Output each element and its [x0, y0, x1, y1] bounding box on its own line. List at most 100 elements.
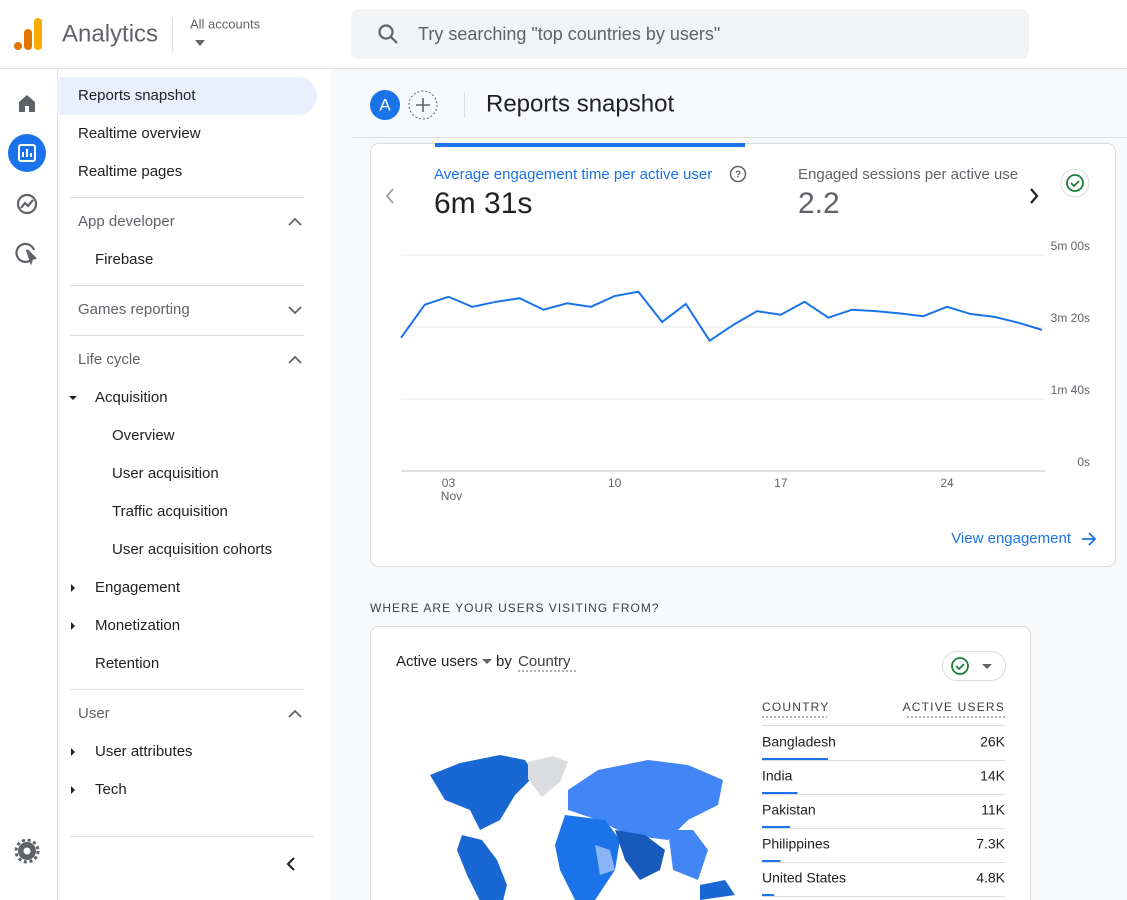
dimension-selector[interactable]: Country: [518, 653, 571, 670]
by-label: by: [496, 653, 512, 670]
nav-item[interactable]: Engagement: [95, 579, 181, 596]
line-series: [400, 290, 1043, 343]
nav-item[interactable]: Realtime overview: [78, 125, 201, 142]
x-tick-month: Nov: [441, 489, 462, 503]
active-users: 7.3K: [976, 836, 1005, 852]
dropdown-icon[interactable]: [482, 659, 492, 664]
country-name: United States: [762, 870, 846, 886]
avatar-letter: A: [379, 95, 391, 114]
x-tick-label: 24: [940, 476, 954, 490]
y-tick-label: 5m 00s: [1051, 239, 1090, 253]
country-card: [370, 626, 1031, 900]
world-map: [430, 755, 735, 900]
nav-item[interactable]: User: [78, 705, 110, 722]
nav-item[interactable]: Games reporting: [78, 301, 190, 318]
search-icon: [378, 24, 398, 44]
check-icon: [1066, 174, 1084, 192]
caret[interactable]: [69, 396, 77, 400]
nav-item[interactable]: Retention: [95, 655, 159, 672]
nav-item[interactable]: User attributes: [95, 743, 193, 760]
explore-icon[interactable]: [16, 193, 38, 215]
y-tick-label: 0s: [1077, 455, 1090, 469]
bar: [762, 860, 781, 863]
nav-item[interactable]: Acquisition: [95, 389, 168, 406]
bar: [762, 826, 790, 829]
status-button[interactable]: [1060, 168, 1090, 198]
collapse-button[interactable]: [286, 857, 295, 871]
active-users: 4.8K: [976, 870, 1005, 886]
plus-icon: [416, 98, 430, 112]
metric-value: 2.2: [798, 187, 840, 220]
chevron[interactable]: [288, 709, 302, 718]
home-icon[interactable]: [19, 95, 35, 112]
metric-label[interactable]: Engaged sessions per active user: [798, 166, 1023, 183]
x-tick-label: 17: [774, 476, 788, 490]
advertising-icon[interactable]: [15, 242, 38, 266]
active-users: 26K: [980, 734, 1006, 750]
dropdown-icon[interactable]: [982, 664, 992, 669]
nav-item[interactable]: Firebase: [95, 251, 153, 268]
check-glyph: [955, 663, 965, 671]
view-engagement-link[interactable]: View engagement: [951, 530, 1072, 547]
dropdown-icon[interactable]: [195, 40, 205, 46]
check-icon: [951, 657, 969, 675]
search-box[interactable]: [351, 9, 1029, 59]
country-table: Bangladesh 26K India 14K Pakistan 11K Philippi…: [762, 734, 1006, 897]
metric-value: 6m 31s: [434, 187, 532, 220]
bar: [762, 758, 828, 761]
column-header: COUNTRY: [762, 700, 830, 714]
caret[interactable]: [71, 584, 75, 592]
sidebar: [0, 69, 330, 900]
arrow-icon[interactable]: [1082, 532, 1097, 546]
country-name: Philippines: [762, 836, 830, 852]
bar: [762, 894, 775, 897]
account-picker[interactable]: All accounts: [190, 16, 261, 31]
nav-item[interactable]: Reports snapshot: [78, 87, 196, 104]
nav-item[interactable]: Life cycle: [78, 351, 141, 368]
chevron[interactable]: [288, 306, 302, 315]
caret[interactable]: [71, 622, 75, 630]
country-name: Pakistan: [762, 802, 816, 818]
active-users: 11K: [981, 802, 1006, 818]
page-title: Reports snapshot: [486, 90, 674, 117]
selected-highlight: [57, 77, 317, 115]
nav-item[interactable]: User acquisition cohorts: [112, 541, 272, 558]
logo: [14, 18, 42, 50]
selected-tab-indicator: [435, 143, 745, 147]
caret[interactable]: [71, 786, 75, 794]
column-header: ACTIVE USERS: [903, 700, 1005, 714]
search-placeholder[interactable]: Try searching "top countries by users": [418, 24, 720, 44]
nav-item[interactable]: Tech: [95, 781, 127, 798]
active-users: 14K: [980, 768, 1006, 784]
y-tick-label: 3m 20s: [1051, 311, 1090, 325]
x-tick-label: 10: [608, 476, 622, 490]
avatar[interactable]: [370, 90, 400, 120]
nav-item[interactable]: User acquisition: [112, 465, 219, 482]
help-glyph: ?: [735, 170, 741, 181]
country-name: India: [762, 768, 793, 784]
y-tick-label: 1m 40s: [1051, 383, 1090, 397]
settings-icon[interactable]: [14, 838, 40, 864]
help-icon[interactable]: [729, 165, 747, 183]
bar: [762, 792, 798, 795]
nav-item[interactable]: Overview: [112, 427, 175, 444]
reports-glyph: [18, 144, 36, 162]
next-button[interactable]: [1030, 188, 1039, 204]
metric-label[interactable]: Average engagement time per active user: [434, 166, 712, 183]
add-comparison[interactable]: [408, 90, 438, 120]
chevron[interactable]: [288, 355, 302, 364]
x-tick-label: 03: [442, 476, 456, 490]
selected-highlight: [57, 77, 77, 115]
nav-item[interactable]: Monetization: [95, 617, 180, 634]
check-glyph: [1070, 180, 1080, 188]
previous-button[interactable]: [385, 188, 394, 204]
nav-item[interactable]: Realtime pages: [78, 163, 182, 180]
caret[interactable]: [71, 748, 75, 756]
nav-item[interactable]: Traffic acquisition: [112, 503, 228, 520]
chevron[interactable]: [288, 217, 302, 226]
metric-selector[interactable]: Active users: [396, 653, 478, 670]
nav-item[interactable]: App developer: [78, 213, 175, 230]
